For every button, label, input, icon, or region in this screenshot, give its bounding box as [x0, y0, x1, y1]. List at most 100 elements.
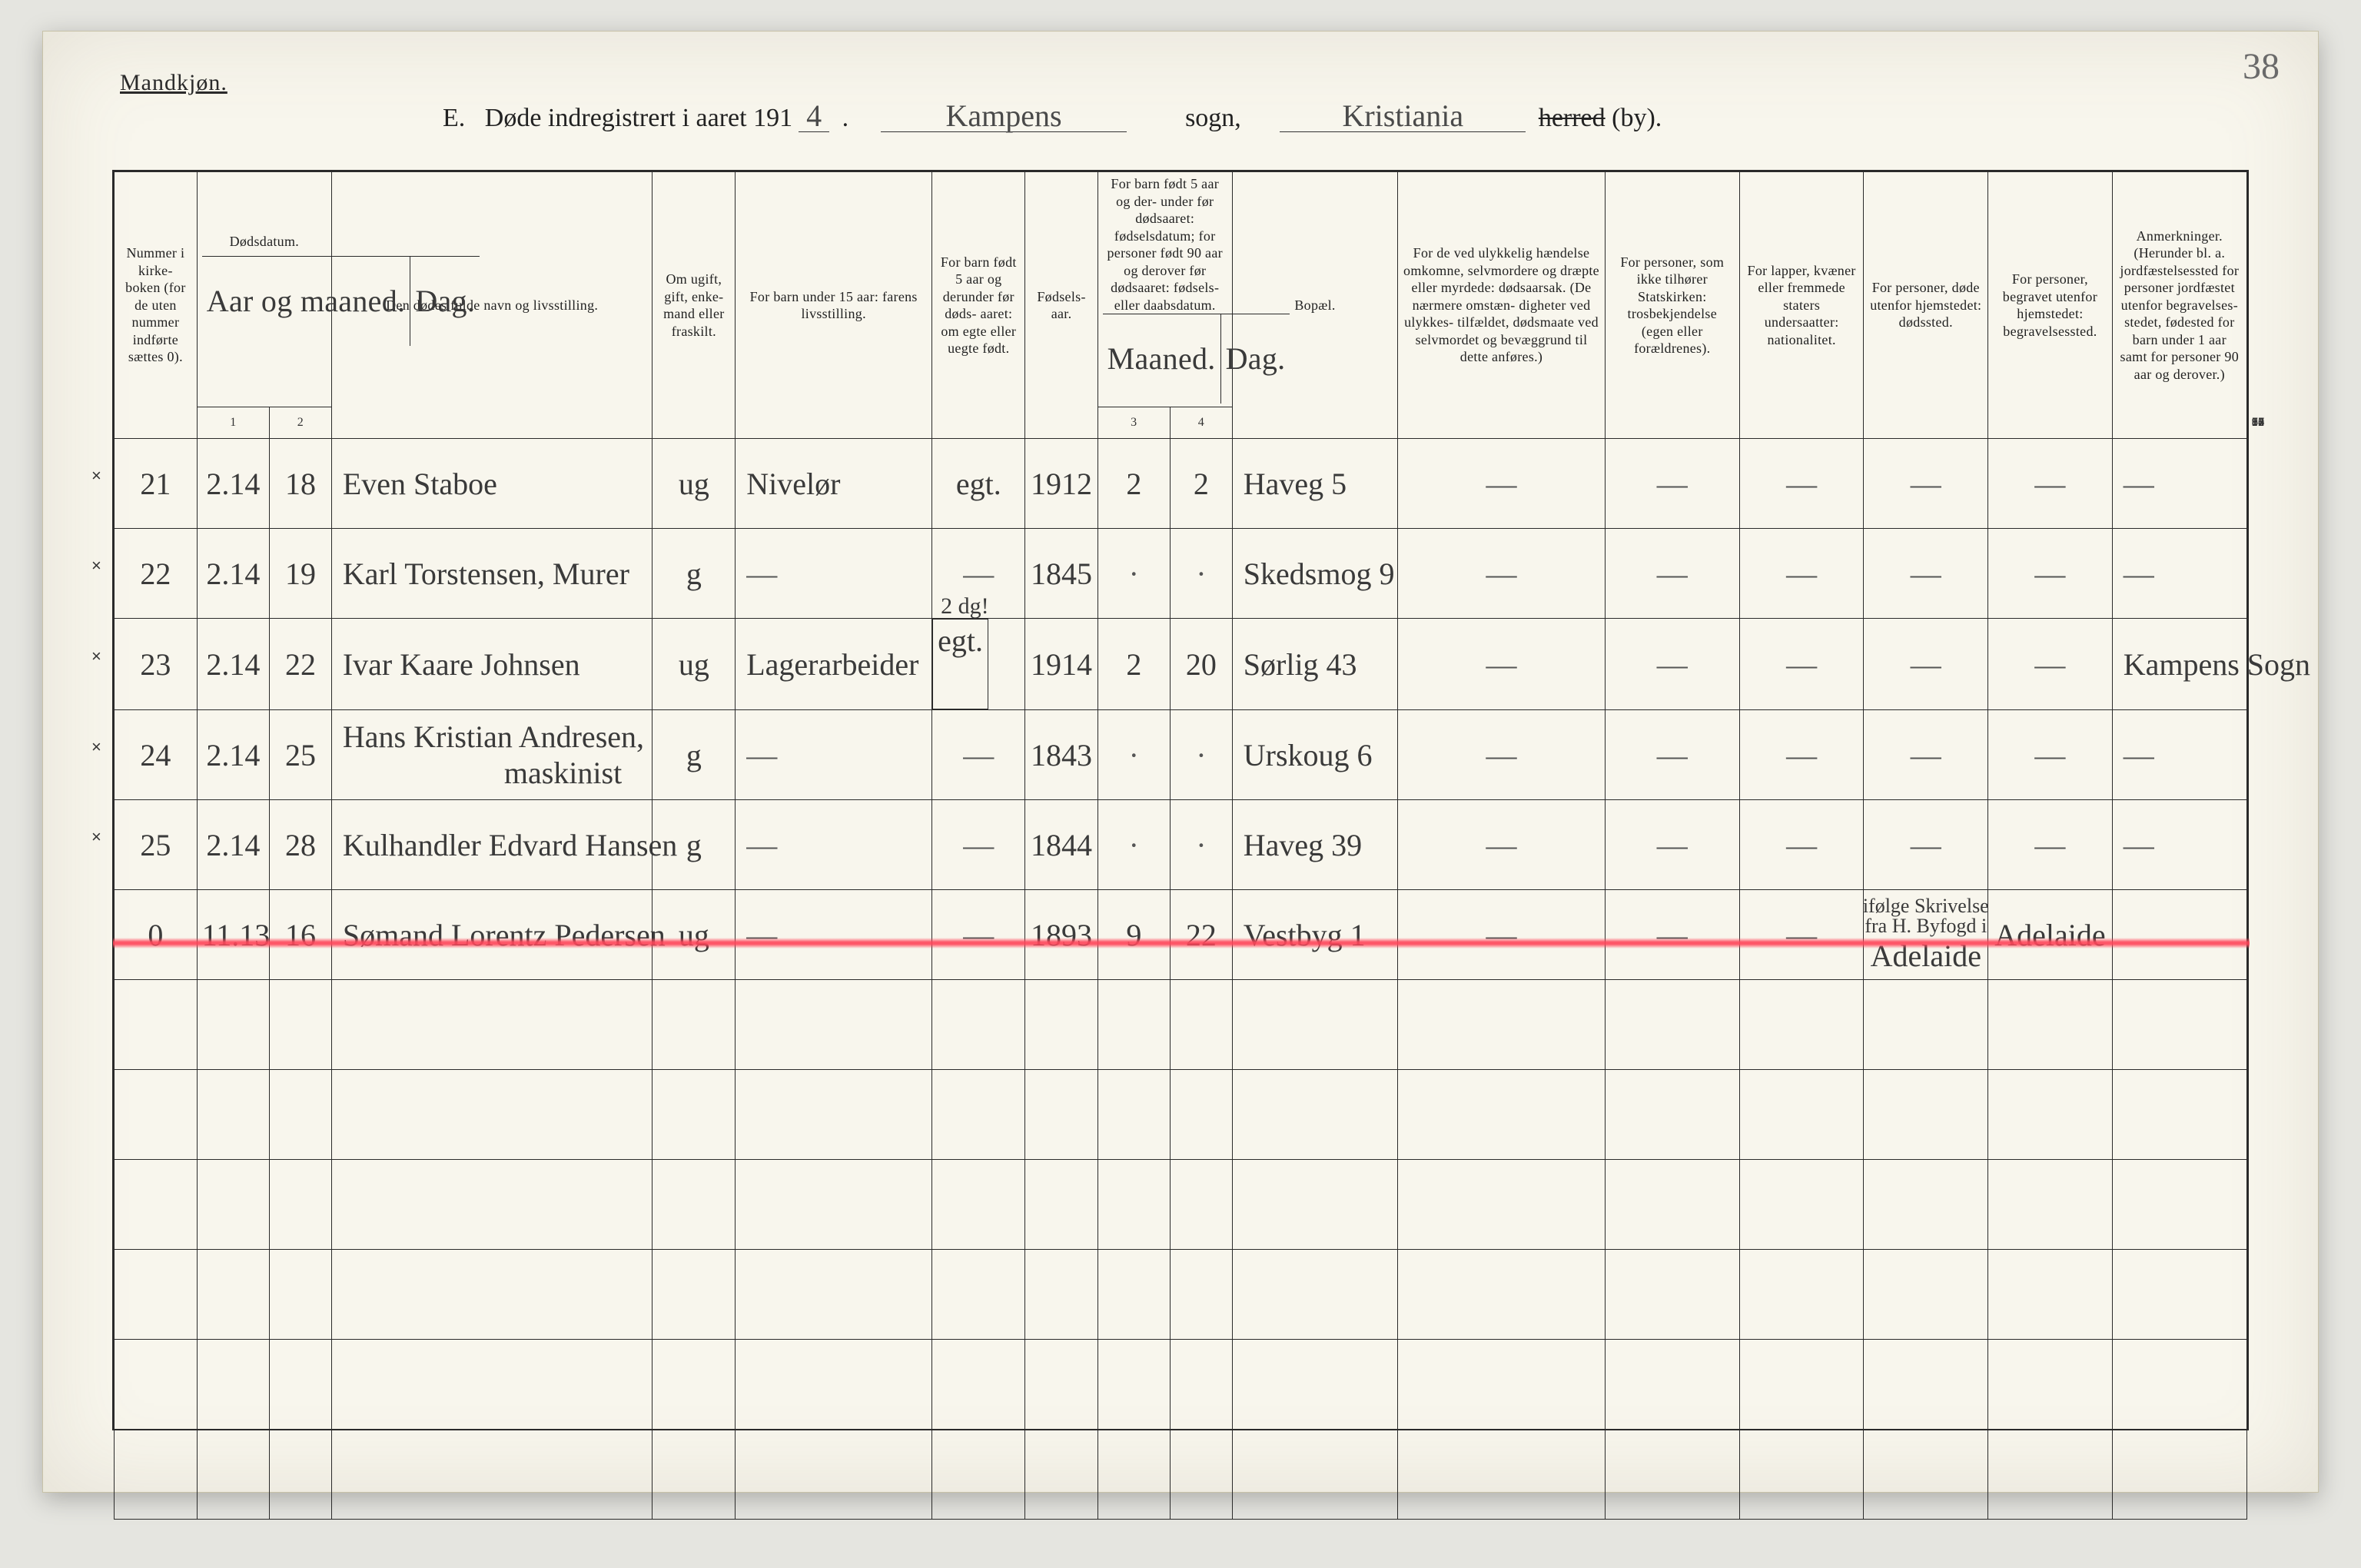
cell-empty [1605, 980, 1739, 1070]
cell-empty [1864, 980, 1988, 1070]
cell-empty [2112, 1340, 2246, 1430]
cell-empty [197, 1430, 269, 1520]
cell-empty [331, 1160, 653, 1250]
cell-empty [197, 1160, 269, 1250]
cell-empty [1170, 1250, 1232, 1340]
cell-empty [1232, 980, 1398, 1070]
table-row: 21×2.1418Even StaboeugNiveløregt.191222H… [115, 439, 2247, 529]
cell: egt.2 dg! [932, 619, 988, 709]
cell-empty [2112, 1430, 2246, 1520]
cell-empty [1605, 1160, 1739, 1250]
cell-empty [1864, 1070, 1988, 1160]
cell-empty [1739, 1430, 1864, 1520]
cell-empty [1025, 1340, 1097, 1430]
cell: 2 [1170, 439, 1232, 529]
cell: 20 [1170, 619, 1232, 710]
cell: — [1605, 439, 1739, 529]
cell-empty [932, 1340, 1025, 1430]
cell-empty [1739, 1160, 1864, 1250]
cell: 25 [270, 710, 332, 800]
table-row-empty [115, 1160, 2247, 1250]
cell-empty [736, 1340, 932, 1430]
cell: Hans Kristian Andresen, maskinist [331, 710, 653, 800]
cell: — [1864, 439, 1988, 529]
cell: 2 [1097, 619, 1170, 710]
col-header: For de ved ulykkelig hændelse omkomne, s… [1398, 172, 1605, 439]
cell-empty [1170, 1340, 1232, 1430]
cell-empty [115, 1160, 198, 1250]
table-body: 21×2.1418Even StaboeugNiveløregt.191222H… [115, 439, 2247, 1520]
cell: — [1739, 529, 1864, 619]
cell-empty [270, 980, 332, 1070]
section-letter: E. [443, 104, 465, 132]
cell: Sørlig 43 [1232, 619, 1398, 710]
sogn-value: Kampens [881, 101, 1127, 132]
cell-empty [1739, 1340, 1864, 1430]
cell: 2.14 [197, 800, 269, 890]
cell: — [1864, 529, 1988, 619]
cell: — [1739, 800, 1864, 890]
cell: 0 [115, 890, 198, 980]
cell-empty [1605, 1070, 1739, 1160]
cell-empty [1739, 980, 1864, 1070]
title-line: E. Døde indregistrert i aaret 1914 . Kam… [443, 101, 2241, 133]
cell-empty [197, 1250, 269, 1340]
cell: g [653, 710, 736, 800]
cell: 16 [270, 890, 332, 980]
cell: — [1605, 890, 1739, 980]
cell: Kulhandler Edvard Hansen [331, 800, 653, 890]
cell: — [1739, 890, 1864, 980]
cell: Kampens Sogn [2112, 619, 2246, 710]
cell-empty [331, 980, 653, 1070]
cell: Sømand Lorentz Pedersen [331, 890, 653, 980]
cell-empty [932, 980, 1025, 1070]
cell-empty [270, 1430, 332, 1520]
sogn-label: sogn, [1185, 104, 1241, 132]
cell: · [1097, 800, 1170, 890]
cell: 2.14 [197, 619, 269, 710]
cell: Urskoug 6 [1232, 710, 1398, 800]
cell-empty [1988, 1160, 2113, 1250]
cell: — [1398, 710, 1605, 800]
cell-empty [1988, 1430, 2113, 1520]
cell-empty [1605, 1340, 1739, 1430]
cell-empty [1097, 1250, 1170, 1340]
cell-empty [1864, 1250, 1988, 1340]
cell: · [1097, 529, 1170, 619]
cell-empty [1232, 1160, 1398, 1250]
cell-empty [1232, 1340, 1398, 1430]
x-mark-icon: × [91, 737, 101, 757]
cell-empty [1398, 1250, 1605, 1340]
cell: — [1988, 439, 2113, 529]
cell: — [1739, 710, 1864, 800]
cell-empty [331, 1250, 653, 1340]
cell: · [1170, 800, 1232, 890]
cell-empty [197, 980, 269, 1070]
cell-empty [1170, 1070, 1232, 1160]
cell: Adelaide [1988, 890, 2113, 980]
cell: — [1605, 529, 1739, 619]
table-row-empty [115, 1430, 2247, 1520]
cell-empty [1739, 1250, 1864, 1340]
cell-empty [331, 1430, 653, 1520]
cell: — [1605, 619, 1739, 710]
cell: Even Staboe [331, 439, 653, 529]
cell [2112, 890, 2246, 980]
cell-empty [1398, 1070, 1605, 1160]
cell: Vestbyg 1 [1232, 890, 1398, 980]
cell-empty [1398, 1160, 1605, 1250]
cell: — [932, 710, 1025, 800]
table-row-empty [115, 1250, 2247, 1340]
cell-empty [115, 980, 198, 1070]
col-header: For personer, døde utenfor hjemstedet: d… [1864, 172, 1988, 439]
cell-empty [1988, 1070, 2113, 1160]
cell: — [1398, 619, 1605, 710]
cell: ifølge Skrivelse fra H. Byfogd iAdelaide [1864, 890, 1988, 980]
cell: — [1605, 710, 1739, 800]
cell-empty [1025, 1070, 1097, 1160]
cell: — [1398, 439, 1605, 529]
cell-empty [1605, 1250, 1739, 1340]
col-header: For lapper, kvæner eller fremmede stater… [1739, 172, 1864, 439]
cell: — [2112, 800, 2246, 890]
cell-empty [1864, 1340, 1988, 1430]
